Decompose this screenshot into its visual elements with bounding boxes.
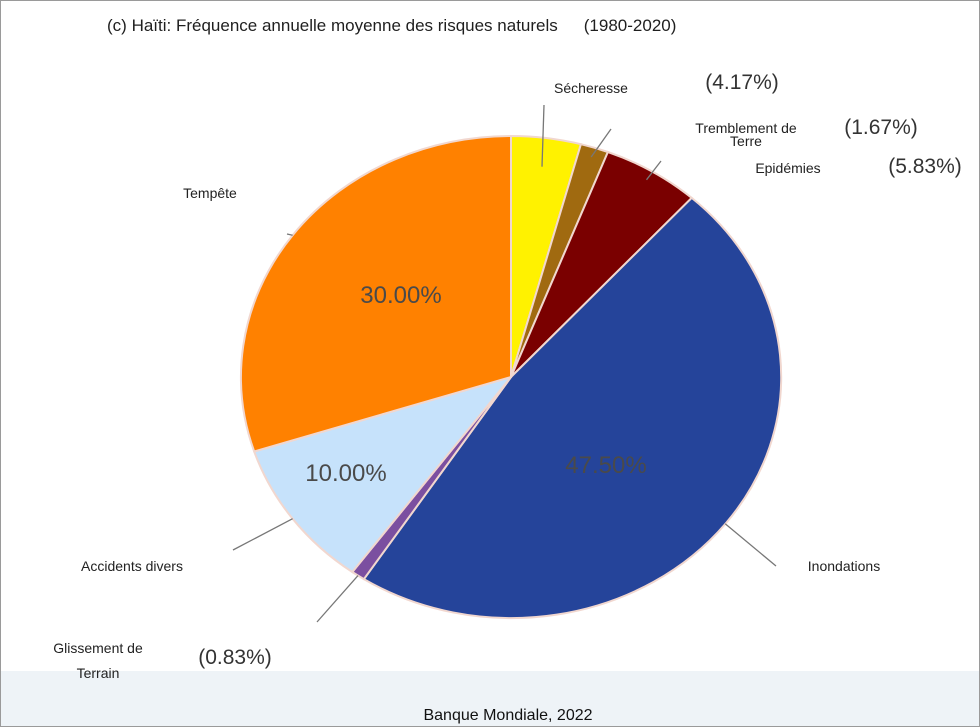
value-label-secheresse: (4.17%)	[705, 71, 779, 94]
leader-line-tremblement-de-terre	[590, 128, 612, 158]
value-label-glissement-de-terrain: (0.83%)	[198, 646, 272, 669]
leader-line-inondations	[724, 523, 777, 567]
value-label-epidemies: (5.83%)	[888, 155, 962, 178]
slice-label-inondations: Inondations	[808, 558, 880, 574]
leader-line-secheresse	[541, 104, 545, 167]
slice-label-epidemies: Epidémies	[755, 160, 820, 176]
slice-label-tempete: Tempête	[183, 185, 237, 201]
leader-line-epidemies	[645, 160, 662, 181]
slice-label-secheresse: Sécheresse	[554, 80, 628, 96]
slice-label-glissement-de-terrain-line-1: Glissement de	[53, 640, 143, 656]
slice-label-glissement-de-terrain-line-2: Terrain	[77, 665, 120, 681]
footer-band	[1, 671, 979, 726]
panel-label: (c)	[107, 16, 127, 35]
leader-line-tempete	[286, 233, 293, 236]
pie-slices	[240, 134, 783, 620]
value-label-inondations: 47.50%	[565, 452, 646, 479]
leader-line-accidents-divers	[232, 518, 293, 551]
value-label-accidents-divers: 10.00%	[305, 460, 386, 487]
leader-lines	[232, 104, 777, 623]
title-period: (1980-2020)	[583, 16, 677, 35]
slice-label-tremblement-de-terre-line-2: Terre	[730, 133, 762, 149]
chart-title: (c) Haïti: Fréquence annuelle moyenne de…	[107, 16, 676, 36]
value-label-tempete: 30.00%	[360, 282, 441, 309]
slice-label-accidents-divers: Accidents divers	[81, 558, 183, 574]
slice-label-tremblement-de-terre-line-1: Tremblement de	[695, 120, 797, 136]
pie-slice-accidents-divers	[252, 375, 514, 574]
leader-line-glissement-de-terrain	[316, 575, 359, 623]
value-label-tremblement-de-terre: (1.67%)	[844, 116, 918, 139]
title-text: Haïti: Fréquence annuelle moyenne des ri…	[131, 16, 558, 35]
source-note: Banque Mondiale, 2022	[423, 707, 593, 724]
